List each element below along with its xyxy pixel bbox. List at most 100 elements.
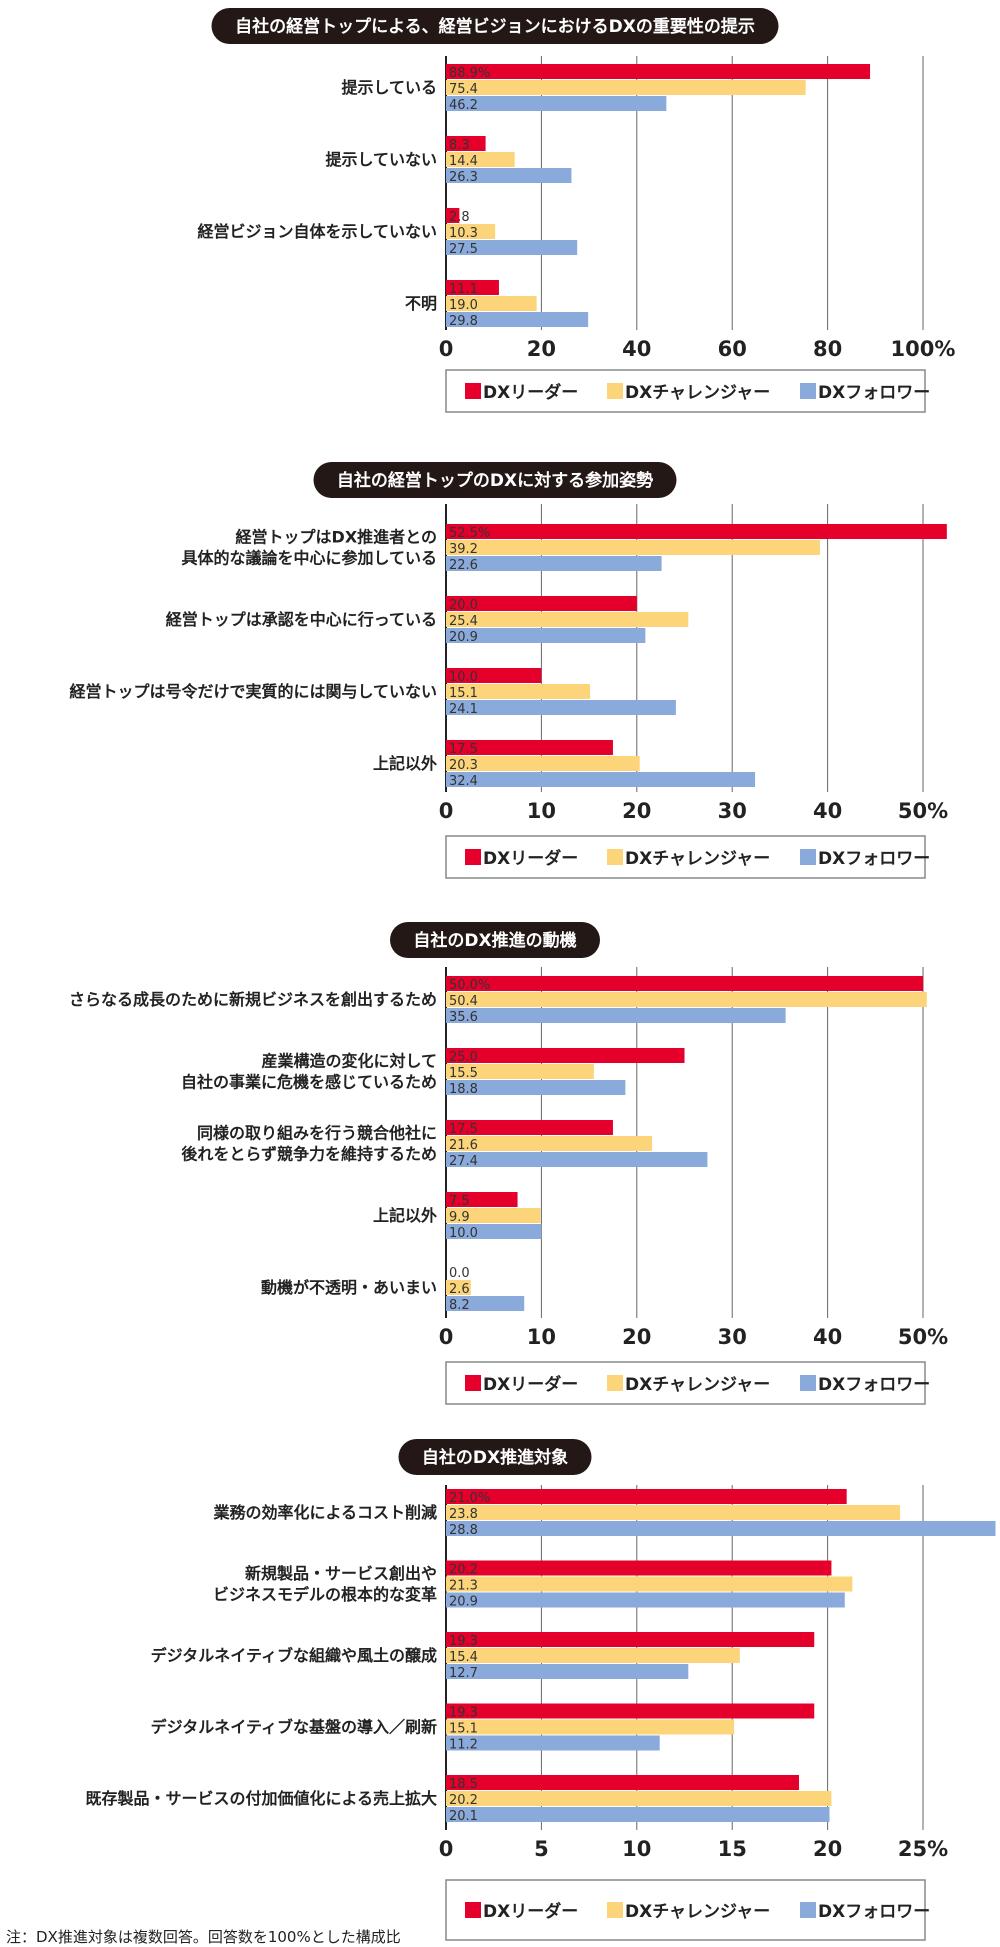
footnote: 注：DX推進対象は複数回答。回答数を100%とした構成比 <box>6 1928 401 1946</box>
tick-label: 10 <box>527 1325 556 1349</box>
legend-label: DXチャレンジャー <box>625 1375 770 1395</box>
legend-label: DXフォロワー <box>818 1902 930 1922</box>
tick-label: 100% <box>891 337 956 361</box>
legend-box <box>445 369 926 413</box>
category-label: 産業構造の変化に対して <box>261 1052 437 1071</box>
legend-label: DXチャレンジャー <box>625 1902 770 1922</box>
tick-label: 80 <box>813 337 842 361</box>
category-label: デジタルネイティブな組織や風土の醸成 <box>151 1646 437 1665</box>
tick-label: 50% <box>898 1325 948 1349</box>
data-label: 15.1 <box>449 1722 478 1737</box>
bar-challenger <box>446 1280 471 1295</box>
data-label: 75.4 <box>449 82 478 97</box>
data-label: 11.2 <box>449 1738 478 1753</box>
legend-swatch <box>465 1902 481 1918</box>
tick-label: 40 <box>813 1325 842 1349</box>
chart-title-pill <box>398 1439 592 1475</box>
chart-title-pill <box>211 8 779 44</box>
data-label: 39.2 <box>449 542 478 557</box>
bar-leader <box>446 740 613 755</box>
bar-leader <box>446 1560 832 1576</box>
category-label: 具体的な議論を中心に参加している <box>181 549 437 568</box>
data-label: 19.3 <box>449 1634 478 1649</box>
legend-swatch <box>607 849 623 865</box>
data-label: 19.3 <box>449 1706 478 1721</box>
chart-title: 自社の経営トップによる、経営ビジョンにおけるDXの重要性の提示 <box>235 16 755 37</box>
bar-follower <box>446 556 662 571</box>
bar-leader <box>446 1120 613 1135</box>
bar-follower <box>446 1735 660 1751</box>
bar-challenger <box>446 1576 853 1592</box>
data-label: 2.8 <box>449 210 470 225</box>
category-label: 業務の効率化によるコスト削減 <box>212 1503 437 1522</box>
tick-label: 40 <box>813 799 842 823</box>
bar-challenger <box>446 1208 541 1223</box>
data-label: 28.8 <box>449 1523 478 1538</box>
data-label: 52.5% <box>449 526 490 541</box>
data-label: 20.0 <box>449 598 478 613</box>
category-label: 経営トップは号令だけで実質的には関与していない <box>69 682 437 701</box>
data-label: 88.9% <box>449 66 490 81</box>
bar-challenger <box>446 1505 901 1520</box>
data-label: 7.5 <box>449 1194 470 1209</box>
category-label: デジタルネイティブな基盤の導入／刷新 <box>151 1718 437 1737</box>
data-label: 10.0 <box>449 670 478 685</box>
bar-follower <box>446 1807 830 1822</box>
legend-label: DXリーダー <box>483 848 578 869</box>
bar-follower <box>446 240 578 255</box>
bar-challenger <box>446 80 806 95</box>
data-label: 10.0 <box>449 1226 478 1241</box>
tick-label: 30 <box>718 1325 747 1349</box>
data-label: 20.1 <box>449 1809 478 1824</box>
legend-box <box>445 1361 926 1405</box>
category-label: 同様の取り組みを行う競合他社に <box>197 1124 437 1143</box>
bar-follower <box>446 1152 708 1167</box>
bar-leader <box>446 208 460 223</box>
bar-leader <box>446 976 923 991</box>
tick-label: 10 <box>527 799 556 823</box>
chart-title: 自社のDX推進の動機 <box>413 930 576 951</box>
bar-challenger <box>446 684 591 699</box>
data-label: 27.5 <box>449 242 478 257</box>
legend-swatch <box>607 383 623 399</box>
legend-label: DXフォロワー <box>818 383 930 403</box>
chart-title: 自社の経営トップのDXに対する参加姿勢 <box>337 470 653 491</box>
data-label: 20.9 <box>449 1595 478 1610</box>
data-label: 29.8 <box>449 314 478 329</box>
data-label: 12.7 <box>449 1666 478 1681</box>
bar-follower <box>446 1664 689 1679</box>
bar-leader <box>446 596 637 611</box>
legend-swatch <box>800 1902 816 1918</box>
data-label: 9.9 <box>449 1210 470 1225</box>
data-label: 46.2 <box>449 98 478 113</box>
tick-label: 0 <box>439 799 454 823</box>
tick-label: 60 <box>718 337 747 361</box>
tick-label: 0 <box>439 1325 454 1349</box>
legend-swatch <box>800 1375 816 1391</box>
data-label: 21.6 <box>449 1138 478 1153</box>
tick-label: 20 <box>527 337 556 361</box>
data-label: 25.4 <box>449 614 478 629</box>
bar-challenger <box>446 296 537 311</box>
legend-box <box>445 1879 926 1941</box>
data-label: 10.3 <box>449 226 478 241</box>
category-label: 経営ビジョン自体を示していない <box>197 222 437 241</box>
data-label: 2.6 <box>449 1282 470 1297</box>
legend-label: DXフォロワー <box>818 1375 930 1395</box>
data-label: 24.1 <box>449 702 478 717</box>
data-label: 21.0% <box>449 1491 490 1506</box>
legend-label: DXリーダー <box>483 1374 578 1395</box>
bar-challenger <box>446 612 689 627</box>
category-label: 自社の事業に危機を感じているため <box>181 1073 437 1092</box>
category-label: 上記以外 <box>373 754 437 773</box>
bar-leader <box>446 1048 685 1063</box>
bar-challenger <box>446 756 640 771</box>
bar-leader <box>446 1632 815 1647</box>
bar-leader <box>446 280 499 295</box>
bar-follower <box>446 1080 626 1095</box>
tick-label: 25% <box>898 1837 948 1861</box>
bar-leader <box>446 1775 799 1790</box>
data-label: 27.4 <box>449 1154 478 1169</box>
category-label: 後れをとらず競争力を維持するため <box>181 1145 437 1164</box>
bar-leader <box>446 524 947 539</box>
